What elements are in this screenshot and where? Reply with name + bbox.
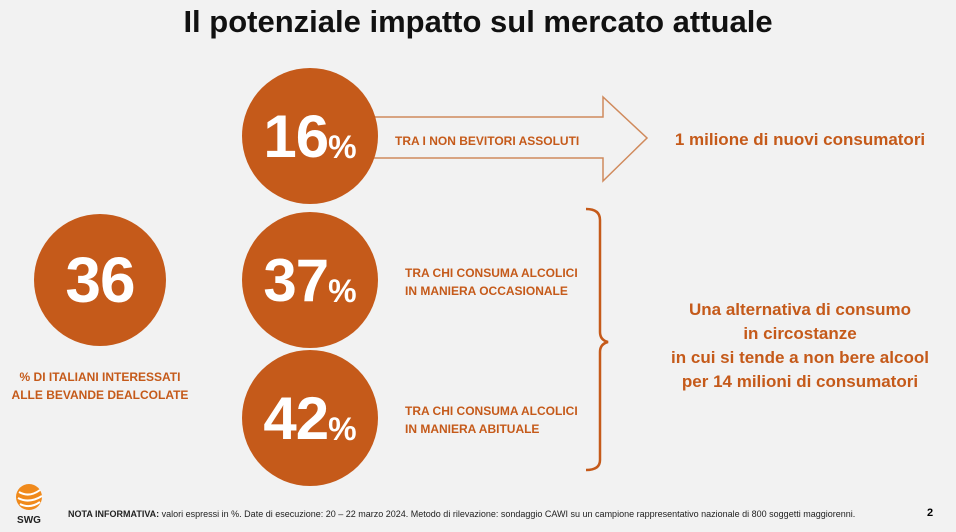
outcome-line: in circostanze [743, 324, 857, 343]
note-label: NOTA INFORMATIVA: [68, 509, 160, 519]
swg-logo: SWG [12, 482, 46, 526]
segment-value: 16 [263, 102, 329, 170]
main-label: % DI ITALIANI INTERESSATI ALLE BEVANDE DE… [0, 368, 200, 404]
main-circle: 36 [34, 214, 166, 346]
outcome-line: per 14 milioni di consumatori [681, 372, 919, 391]
bracket-shape [585, 207, 609, 472]
segment-circle: 42% [242, 350, 378, 486]
segment-unit: % [328, 272, 357, 309]
segment-label-line: TRA CHI CONSUMA ALCOLICI [405, 404, 578, 418]
outcome-bottom: Una alternativa di consumo in circostanz… [640, 298, 956, 394]
note-text: valori espressi in %. Date di esecuzione… [159, 509, 856, 519]
outcome-line: in cui si tende a non bere alcool [671, 348, 929, 367]
swg-globe-icon [16, 484, 43, 510]
main-label-line: ALLE BEVANDE DEALCOLATE [11, 388, 189, 402]
segment-label-line: IN MANIERA OCCASIONALE [405, 284, 568, 298]
segment-circle: 16% [242, 68, 378, 204]
main-value: 36 [65, 244, 135, 316]
segment-label: TRA CHI CONSUMA ALCOLICI IN MANIERA OCCAS… [405, 264, 578, 300]
segment-label: TRA I NON BEVITORI ASSOLUTI [395, 134, 580, 148]
page-number: 2 [927, 507, 934, 519]
segment-unit: % [328, 410, 357, 447]
footer-note: NOTA INFORMATIVA: valori espressi in %. … [68, 509, 855, 519]
segment-label-line: IN MANIERA ABITUALE [405, 422, 540, 436]
segment-circle: 37% [242, 212, 378, 348]
segment-value: 37 [263, 246, 329, 314]
segment-label-line: TRA CHI CONSUMA ALCOLICI [405, 266, 578, 280]
main-label-line: % DI ITALIANI INTERESSATI [19, 370, 181, 384]
arrow-shape [372, 95, 649, 183]
logo-text: SWG [17, 515, 41, 526]
segment-unit: % [328, 128, 357, 165]
segment-label: TRA CHI CONSUMA ALCOLICI IN MANIERA ABITU… [405, 402, 578, 438]
outcome-line: Una alternativa di consumo [689, 300, 911, 319]
page-title: Il potenziale impatto sul mercato attual… [183, 4, 773, 39]
segment-value: 42 [263, 384, 329, 452]
outcome-top: 1 milione di nuovi consumatori [674, 130, 926, 149]
